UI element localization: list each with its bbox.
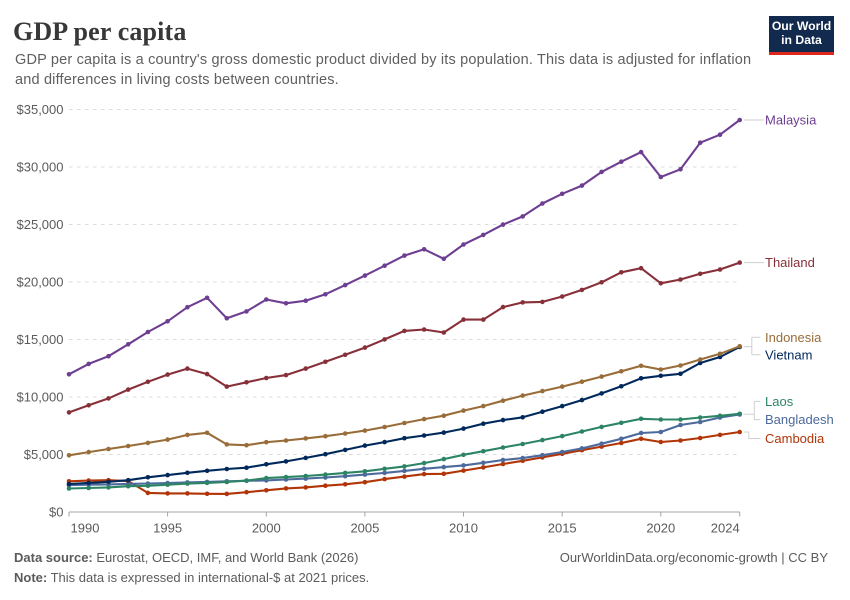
svg-text:$5,000: $5,000: [24, 447, 64, 462]
svg-text:$25,000: $25,000: [17, 217, 64, 232]
svg-text:$15,000: $15,000: [17, 332, 64, 347]
svg-text:Laos: Laos: [765, 394, 794, 409]
svg-text:2005: 2005: [350, 521, 379, 536]
svg-text:Thailand: Thailand: [765, 255, 815, 270]
svg-text:Malaysia: Malaysia: [765, 113, 817, 128]
svg-text:Bangladesh: Bangladesh: [765, 412, 834, 427]
svg-text:$10,000: $10,000: [17, 390, 64, 405]
svg-text:2000: 2000: [252, 521, 281, 536]
svg-text:2015: 2015: [548, 521, 577, 536]
svg-text:Cambodia: Cambodia: [765, 431, 825, 446]
svg-text:1995: 1995: [153, 521, 182, 536]
svg-text:$30,000: $30,000: [17, 160, 64, 175]
svg-text:2010: 2010: [449, 521, 478, 536]
svg-text:Vietnam: Vietnam: [765, 347, 812, 362]
svg-text:$20,000: $20,000: [17, 275, 64, 290]
svg-text:1990: 1990: [71, 521, 100, 536]
svg-text:2020: 2020: [646, 521, 675, 536]
svg-text:Indonesia: Indonesia: [765, 330, 822, 345]
svg-text:$0: $0: [49, 505, 63, 520]
svg-text:$35,000: $35,000: [17, 102, 64, 117]
svg-text:2024: 2024: [711, 521, 740, 536]
